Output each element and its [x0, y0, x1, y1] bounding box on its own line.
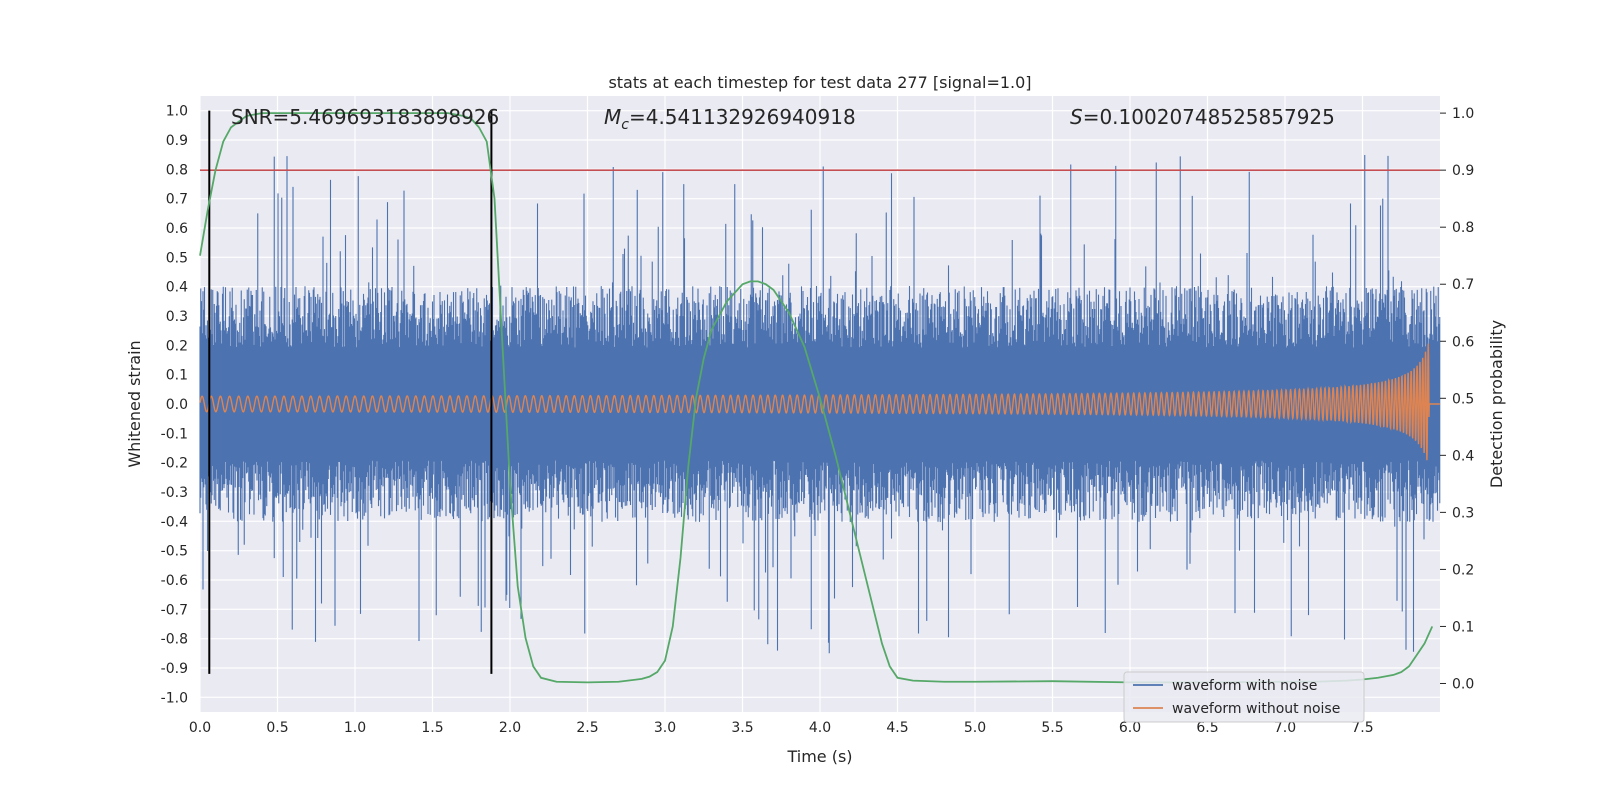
left-y-tick-label: 0.0: [166, 397, 188, 413]
x-tick-label: 5.0: [964, 720, 986, 736]
x-tick-label: 7.5: [1351, 720, 1373, 736]
x-tick-label: 3.5: [731, 720, 753, 736]
left-y-tick-label: 0.1: [166, 368, 188, 384]
x-tick-label: 4.0: [809, 720, 831, 736]
left-y-tick-label: -0.5: [161, 544, 188, 560]
right-y-tick-label: 0.5: [1452, 391, 1474, 407]
left-y-tick-label: -0.3: [161, 485, 188, 501]
x-tick-label: 5.5: [1041, 720, 1063, 736]
left-y-tick-label: -0.2: [161, 456, 188, 472]
left-y-tick-label: -0.8: [161, 632, 188, 648]
left-y-tick-label: -0.4: [161, 514, 188, 530]
left-y-tick-label: 0.5: [166, 250, 188, 266]
chirp-mass-subscript: c: [621, 117, 629, 133]
left-y-tick-label: 0.3: [166, 309, 188, 325]
x-tick-label: 2.0: [499, 720, 521, 736]
left-y-tick-label: 0.2: [166, 338, 188, 354]
right-y-tick-label: 0.8: [1452, 220, 1474, 236]
left-y-tick-label: -0.7: [161, 602, 188, 618]
s-annotation: S=0.10020748525857925: [1070, 105, 1335, 129]
right-y-tick-label: 0.9: [1452, 163, 1474, 179]
chirp-mass-value: =4.541132926940918: [629, 105, 856, 129]
left-y-tick-label: -0.9: [161, 661, 188, 677]
legend-label-clean: waveform without noise: [1172, 701, 1340, 717]
right-y-tick-label: 0.7: [1452, 277, 1474, 293]
x-tick-label: 1.5: [421, 720, 443, 736]
chart-title: stats at each timestep for test data 277…: [608, 73, 1031, 92]
x-tick-label: 6.0: [1119, 720, 1141, 736]
x-tick-label: 2.5: [576, 720, 598, 736]
x-tick-label: 6.5: [1196, 720, 1218, 736]
left-y-tick-label: 0.4: [166, 280, 188, 296]
left-y-tick-label: 0.8: [166, 162, 188, 178]
chirp-mass-symbol: M: [604, 105, 621, 129]
x-axis-label: Time (s): [786, 747, 852, 766]
right-y-axis-label: Detection probability: [1487, 320, 1506, 488]
right-y-tick-label: 1.0: [1452, 106, 1474, 122]
left-y-axis-ticks: 1.0 0.9 0.8 0.7 0.6 0.5 0.4 0.3 0.2 0.1 0.0 -0.1 -0.…: [161, 104, 188, 707]
left-y-tick-label: -1.0: [161, 690, 188, 706]
right-y-tick-label: 0.1: [1452, 619, 1474, 635]
snr-annotation: SNR=5.469693183898926: [231, 105, 499, 129]
right-y-tick-label: 0.3: [1452, 505, 1474, 521]
right-y-tick-label: 0.0: [1452, 676, 1474, 692]
left-y-tick-label: 0.7: [166, 192, 188, 208]
right-y-tick-label: 0.4: [1452, 448, 1474, 464]
right-y-tick-label: 0.6: [1452, 334, 1474, 350]
left-y-tick-label: -0.6: [161, 573, 188, 589]
x-axis-ticks: 0.0 0.5 1.0 1.5 2.0 2.5 3.0 3.5 4.0 4.5 5.0 5.5 6.0 6…: [189, 720, 1374, 736]
legend-label-noisy: waveform with noise: [1172, 678, 1317, 694]
right-y-axis-ticks: 1.0 0.9 0.8 0.7 0.6 0.5 0.4 0.3 0.2 0.1 0.0: [1440, 106, 1474, 692]
x-tick-label: 3.0: [654, 720, 676, 736]
right-y-tick-label: 0.2: [1452, 562, 1474, 578]
x-tick-label: 0.0: [189, 720, 211, 736]
x-tick-label: 7.0: [1274, 720, 1296, 736]
x-tick-label: 1.0: [344, 720, 366, 736]
legend-box: [1123, 671, 1365, 723]
s-value: =0.10020748525857925: [1083, 105, 1335, 129]
legend: waveform with noise waveform without noi…: [1123, 671, 1365, 723]
left-y-tick-label: 0.6: [166, 221, 188, 237]
x-tick-label: 4.5: [886, 720, 908, 736]
s-symbol: S: [1070, 105, 1083, 129]
left-y-axis-label: Whitened strain: [125, 340, 144, 467]
x-tick-label: 0.5: [266, 720, 288, 736]
chirp-mass-annotation: Mc=4.541132926940918: [604, 105, 856, 133]
left-y-tick-label: -0.1: [161, 426, 188, 442]
left-y-tick-label: 0.9: [166, 133, 188, 149]
left-y-tick-label: 1.0: [166, 104, 188, 120]
